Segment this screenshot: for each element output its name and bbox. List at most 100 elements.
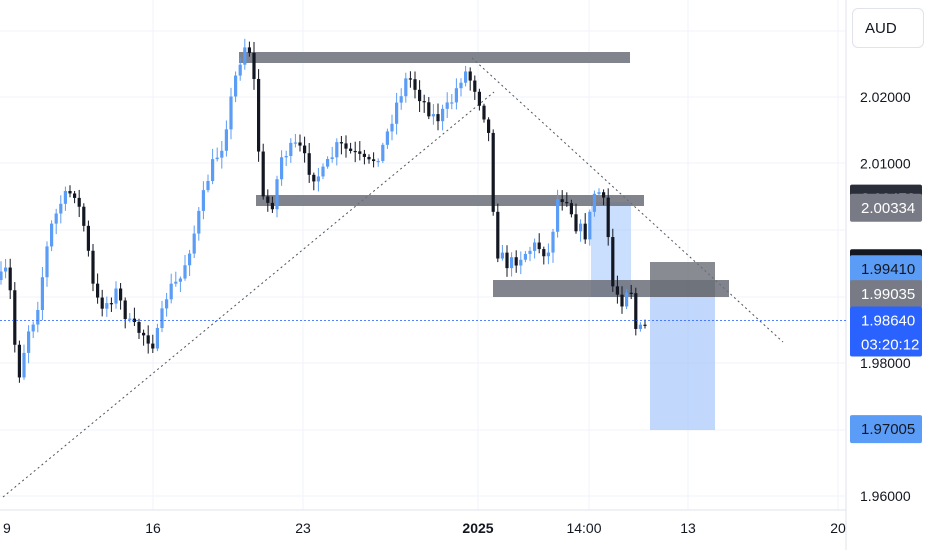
target-zone xyxy=(650,297,715,430)
time-axis[interactable]: 9 16 23 2025 14:00 13 20 xyxy=(3,520,846,536)
candle-body xyxy=(59,203,63,214)
candle-body xyxy=(556,199,560,232)
candle-body xyxy=(330,157,334,160)
candle-body xyxy=(537,242,541,250)
candle-body xyxy=(592,193,596,212)
candle-body xyxy=(523,253,527,260)
candle-body xyxy=(165,299,169,309)
candle-body xyxy=(519,259,523,266)
price-badge xyxy=(850,255,922,284)
candle-body xyxy=(574,214,578,232)
candle-body xyxy=(344,143,348,149)
candle-body xyxy=(482,105,486,120)
candle-body xyxy=(367,156,371,160)
x-tick-label: 2025 xyxy=(462,520,493,536)
candle-body xyxy=(73,193,77,198)
price-badge xyxy=(850,415,922,444)
candle-body xyxy=(583,223,587,240)
currency-button[interactable]: AUD xyxy=(852,8,924,48)
resistance-zone-top xyxy=(239,52,630,63)
candle-body xyxy=(335,142,339,158)
candle-body xyxy=(459,82,463,89)
candle-body xyxy=(45,246,49,278)
candle-body xyxy=(289,142,293,156)
candle-body xyxy=(349,148,353,151)
candle-body xyxy=(178,278,182,282)
candle-body xyxy=(4,267,8,272)
candle-body xyxy=(211,159,215,181)
candle-body xyxy=(408,78,412,80)
x-tick-label: 20 xyxy=(830,520,846,536)
candle-body xyxy=(441,108,445,122)
candle-body xyxy=(100,297,104,309)
y-tick-label: 2.01000 xyxy=(860,156,911,172)
candle-body xyxy=(77,197,81,207)
candle-body xyxy=(634,293,638,329)
candle-body xyxy=(137,322,141,333)
candle-body xyxy=(477,91,481,106)
price-axis[interactable]: 2.020002.010001.980001.960002.004722.003… xyxy=(850,89,922,504)
x-tick-label: 23 xyxy=(295,520,311,536)
candle-body xyxy=(22,352,26,378)
candle-body xyxy=(588,211,592,240)
candle-body xyxy=(169,283,173,300)
candle-body xyxy=(201,190,205,211)
candle-body xyxy=(220,150,224,158)
candle-body xyxy=(404,78,408,97)
candle-body xyxy=(50,223,54,247)
x-tick-label: 9 xyxy=(3,520,11,536)
candle-body xyxy=(496,211,500,259)
candle-body xyxy=(284,155,288,158)
candle-body xyxy=(491,132,495,212)
candle-body xyxy=(36,309,40,325)
candle-body xyxy=(312,174,316,182)
candle-body xyxy=(298,142,302,146)
candle-body xyxy=(280,157,284,180)
candle-body xyxy=(353,150,357,153)
candle-body xyxy=(625,292,629,307)
candle-body xyxy=(505,252,509,269)
candle-body xyxy=(40,277,44,310)
x-tick-label: 13 xyxy=(680,520,696,536)
candle-body xyxy=(238,64,242,76)
candle-body xyxy=(514,257,518,266)
candle-body xyxy=(546,252,550,257)
candle-body xyxy=(8,267,12,291)
candle-body xyxy=(431,114,435,117)
candle-body xyxy=(151,343,155,349)
candle-body xyxy=(293,142,297,144)
price-badge-label: 1.99410 xyxy=(861,261,915,278)
candle-body xyxy=(500,252,504,259)
candle-body xyxy=(119,288,123,301)
candle-body xyxy=(445,102,449,109)
candle-body xyxy=(629,292,633,294)
candle-body xyxy=(96,283,100,298)
candle-body xyxy=(390,123,394,132)
candle-body xyxy=(528,250,532,254)
candle-body xyxy=(13,290,17,345)
candle-body xyxy=(243,47,247,65)
candle-body xyxy=(146,335,150,344)
candle-body xyxy=(551,231,555,253)
resistance-zone-middle xyxy=(256,195,644,206)
current-price-badge xyxy=(850,306,922,357)
candles xyxy=(0,38,647,383)
rising-trendline xyxy=(2,91,495,498)
candle-body xyxy=(54,213,58,224)
candle-body xyxy=(413,79,417,90)
candle-body xyxy=(252,52,256,79)
candle-body xyxy=(192,233,196,254)
candle-body xyxy=(395,102,399,124)
candle-body xyxy=(247,47,251,53)
candle-body xyxy=(155,327,159,349)
candle-body xyxy=(82,206,86,226)
candle-body xyxy=(114,288,118,304)
price-badge xyxy=(850,280,922,309)
candle-body xyxy=(422,101,426,103)
candle-body xyxy=(206,180,210,191)
candle-body xyxy=(0,271,3,280)
candle-body xyxy=(266,196,270,203)
y-tick-label: 2.02000 xyxy=(860,89,911,105)
price-badge xyxy=(850,193,922,222)
